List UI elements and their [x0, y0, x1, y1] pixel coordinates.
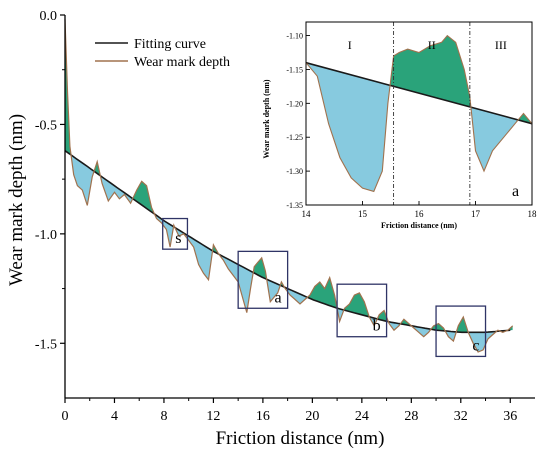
inset-y-tick-label: -1.25 [286, 133, 303, 142]
inset-fitting-curve-line [305, 61, 533, 125]
inset-region-label-I: I [348, 38, 352, 52]
y-tick-label: -0.5 [35, 118, 57, 133]
region-box-b [336, 283, 388, 338]
y-tick-label: -1.5 [35, 337, 57, 352]
region-boxes: s a b c [162, 217, 487, 358]
x-tick-label: 36 [503, 409, 517, 424]
inset-region-label-III: III [495, 38, 507, 52]
inset-wear-mark-depth-line [305, 34, 533, 193]
inset-region-label-II: II [428, 38, 436, 52]
inset-y-tick-label: -1.20 [286, 99, 303, 108]
inset-fill-layer [306, 35, 532, 192]
y-axis-label: Wear mark depth (nm) [6, 114, 27, 286]
x-tick-label: 4 [111, 409, 118, 424]
legend-label-fitting-curve: Fitting curve [134, 37, 206, 52]
inset-x-tick-label: 14 [302, 209, 312, 219]
legend: Fitting curve Wear mark depth [95, 37, 230, 70]
inset-x-tick-label: 17 [471, 209, 481, 219]
x-tick-label: 32 [454, 409, 468, 424]
inset-y-tick-label: -1.10 [286, 32, 303, 41]
region-box-a [237, 250, 289, 309]
x-tick-label: 24 [355, 409, 369, 424]
x-tick-label: 8 [160, 409, 167, 424]
inset-lines-layer: I II III [305, 22, 533, 205]
region-box-label-s: s [175, 230, 181, 247]
region-box-s [162, 217, 189, 250]
region-box-label-c: c [472, 337, 479, 354]
legend-label-wear-mark-depth: Wear mark depth [134, 55, 230, 70]
inset-x-axis-label: Friction distance (nm) [381, 221, 457, 230]
x-tick-label: 12 [206, 409, 220, 424]
inset-x-tick-label: 15 [358, 209, 368, 219]
region-box-label-a: a [275, 289, 282, 306]
y-tick-label: -1.0 [35, 228, 57, 243]
inset-x-tick-label: 16 [415, 209, 425, 219]
inset-y-tick-label: -1.30 [286, 167, 303, 176]
y-tick-label: 0.0 [40, 9, 58, 24]
inset-axes: 14 15 16 17 18 -1.10 -1.15 -1.20 -1.25 -1.30 -1.35 [286, 21, 538, 219]
region-box-c [435, 305, 487, 358]
inset-panel-label: a [512, 183, 519, 200]
wear-mark-depth-line [64, 19, 514, 353]
x-axis-label: Friction distance (nm) [216, 428, 385, 449]
inset-y-tick-label: -1.35 [286, 201, 303, 210]
x-tick-label: 20 [305, 409, 319, 424]
x-tick-label: 0 [62, 409, 69, 424]
x-tick-label: 16 [256, 409, 270, 424]
main-axes: 0 4 8 12 16 20 24 28 32 36 0.0 -0.5 -1.0 -1.5 [35, 9, 535, 424]
inset-chart: I II III 14 15 16 17 18-1.10-1.15-1.20-1.25-1.… [262, 16, 544, 230]
inset-fill-below-fit [306, 62, 532, 192]
inset-x-tick-label: 18 [528, 209, 538, 219]
inset-y-tick-label: -1.15 [286, 65, 303, 74]
region-box-label-b: b [373, 318, 381, 335]
inset-y-axis-label: Wear mark depth (nm) [262, 79, 271, 159]
x-tick-label: 28 [404, 409, 418, 424]
